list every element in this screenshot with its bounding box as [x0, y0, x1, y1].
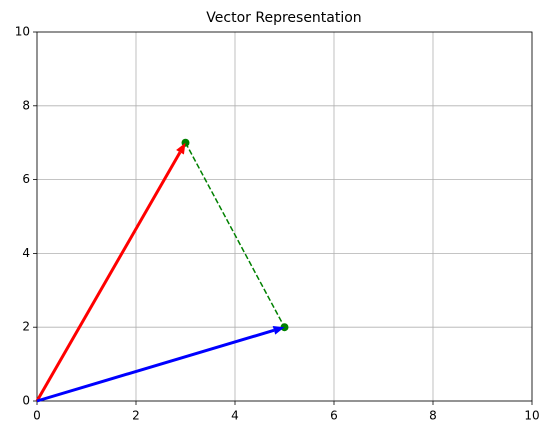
- vector-arrow: [36, 326, 285, 403]
- x-tick-label: 0: [33, 409, 41, 423]
- y-tick-label: 6: [22, 172, 30, 186]
- y-tick-label: 2: [22, 320, 30, 334]
- x-tick-label: 8: [429, 409, 437, 423]
- x-tick-label: 10: [524, 409, 539, 423]
- y-tick-label: 8: [22, 98, 30, 112]
- vector-arrow: [35, 142, 186, 402]
- x-tick-label: 4: [231, 409, 239, 423]
- vector-head: [272, 326, 285, 335]
- x-tick-label: 6: [330, 409, 338, 423]
- plot-frame: [36, 31, 533, 402]
- y-tick-label: 10: [15, 25, 30, 39]
- y-tick-label: 0: [22, 394, 30, 408]
- chart-title: Vector Representation: [206, 10, 361, 26]
- x-tick-label: 2: [132, 409, 140, 423]
- y-tick-label: 4: [22, 246, 30, 260]
- vector-head: [176, 142, 186, 155]
- vector-shaft: [36, 328, 275, 403]
- vector-shaft: [35, 151, 182, 402]
- dashed-line: [184, 142, 286, 328]
